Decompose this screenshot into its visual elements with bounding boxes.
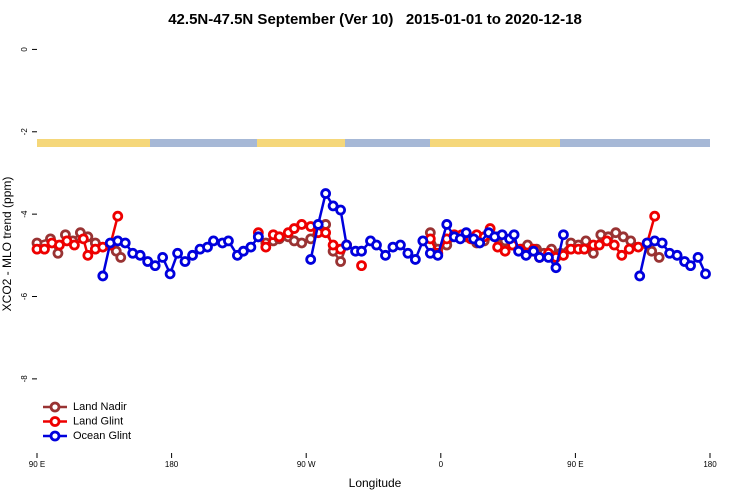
data-point — [320, 227, 332, 239]
data-point — [341, 239, 352, 251]
data-point — [305, 254, 317, 265]
series-line — [101, 236, 260, 278]
data-point — [172, 247, 183, 259]
data-point — [187, 249, 198, 261]
data-point — [417, 235, 429, 247]
ocean-band — [150, 139, 257, 147]
data-point — [692, 251, 704, 263]
data-point — [402, 247, 414, 259]
data-point — [534, 251, 545, 263]
data-point — [543, 251, 554, 263]
data-point — [335, 204, 346, 216]
data-point — [296, 237, 308, 249]
data-point — [202, 241, 213, 253]
data-point — [312, 219, 324, 230]
data-point — [700, 268, 711, 280]
land-band — [430, 139, 560, 147]
data-point — [157, 251, 169, 263]
data-point — [97, 270, 109, 282]
data-point — [179, 256, 191, 267]
legend-label: Ocean Glint — [73, 430, 131, 442]
data-point — [39, 243, 50, 255]
data-point — [432, 249, 444, 261]
data-point — [454, 233, 466, 245]
ocean-band — [560, 139, 710, 147]
data-point — [356, 245, 367, 257]
data-point — [578, 243, 590, 255]
data-point — [499, 245, 511, 257]
legend-marker — [49, 416, 61, 427]
data-point — [550, 262, 562, 274]
data-point — [208, 235, 219, 247]
chart-title: 42.5N-47.5N September (Ver 10) 2015-01-0… — [168, 11, 582, 28]
data-point — [52, 247, 64, 259]
data-point — [273, 231, 285, 243]
data-point — [460, 227, 472, 239]
y-axis-label: XCO2 - MLO trend (ppm) — [0, 177, 14, 312]
data-point — [625, 235, 637, 247]
x-axis-label: Longitude — [349, 476, 402, 490]
data-point — [656, 237, 668, 249]
data-point — [223, 235, 234, 247]
data-point — [634, 270, 646, 282]
land-band — [257, 139, 345, 147]
data-point — [335, 256, 346, 267]
data-point — [558, 229, 569, 241]
data-point — [528, 245, 539, 257]
ocean-band — [345, 139, 430, 147]
x-tick-label: 0 — [439, 460, 444, 469]
data-point — [245, 241, 257, 253]
data-point — [356, 260, 367, 272]
data-point — [623, 243, 635, 255]
land-ocean-strip — [37, 139, 710, 147]
legend-marker — [49, 401, 61, 413]
data-point — [441, 219, 453, 230]
data-point — [82, 249, 94, 261]
x-tick-label: 90 E — [567, 460, 583, 469]
data-point — [409, 254, 421, 265]
x-tick-label: 90 E — [29, 460, 45, 469]
data-point — [68, 239, 80, 251]
data-point — [587, 247, 599, 259]
x-tick-label: 90 W — [297, 460, 316, 469]
data-point — [653, 251, 665, 263]
data-point — [112, 210, 124, 222]
legend-label: Land Glint — [73, 415, 123, 427]
land-band — [37, 139, 150, 147]
data-point — [649, 210, 661, 222]
data-point — [134, 249, 146, 261]
y-tick-label: -4 — [20, 210, 29, 218]
x-tick-label: 180 — [703, 460, 717, 469]
data-point — [685, 260, 696, 272]
data-point — [260, 241, 272, 253]
data-point — [646, 245, 658, 257]
data-point — [252, 231, 264, 243]
data-point — [395, 239, 406, 251]
data-point — [380, 249, 391, 261]
data-point — [632, 241, 644, 253]
y-tick-label: 0 — [20, 47, 29, 52]
legend-marker — [49, 430, 61, 442]
data-point — [115, 251, 127, 263]
y-tick-label: -6 — [20, 292, 29, 300]
data-point — [320, 188, 332, 199]
data-point — [296, 219, 308, 230]
data-point — [616, 249, 628, 261]
data-point — [149, 260, 161, 272]
data-point — [164, 268, 176, 280]
data-point — [77, 233, 89, 245]
data-point — [474, 237, 486, 249]
data-point — [371, 239, 382, 251]
data-point — [671, 249, 683, 261]
y-tick-label: -2 — [20, 128, 29, 136]
legend-label: Land Nadir — [73, 401, 127, 413]
data-point — [119, 237, 131, 249]
x-tick-label: 180 — [165, 460, 179, 469]
data-point — [608, 239, 620, 251]
data-point — [508, 229, 520, 241]
y-tick-label: -8 — [20, 375, 29, 383]
